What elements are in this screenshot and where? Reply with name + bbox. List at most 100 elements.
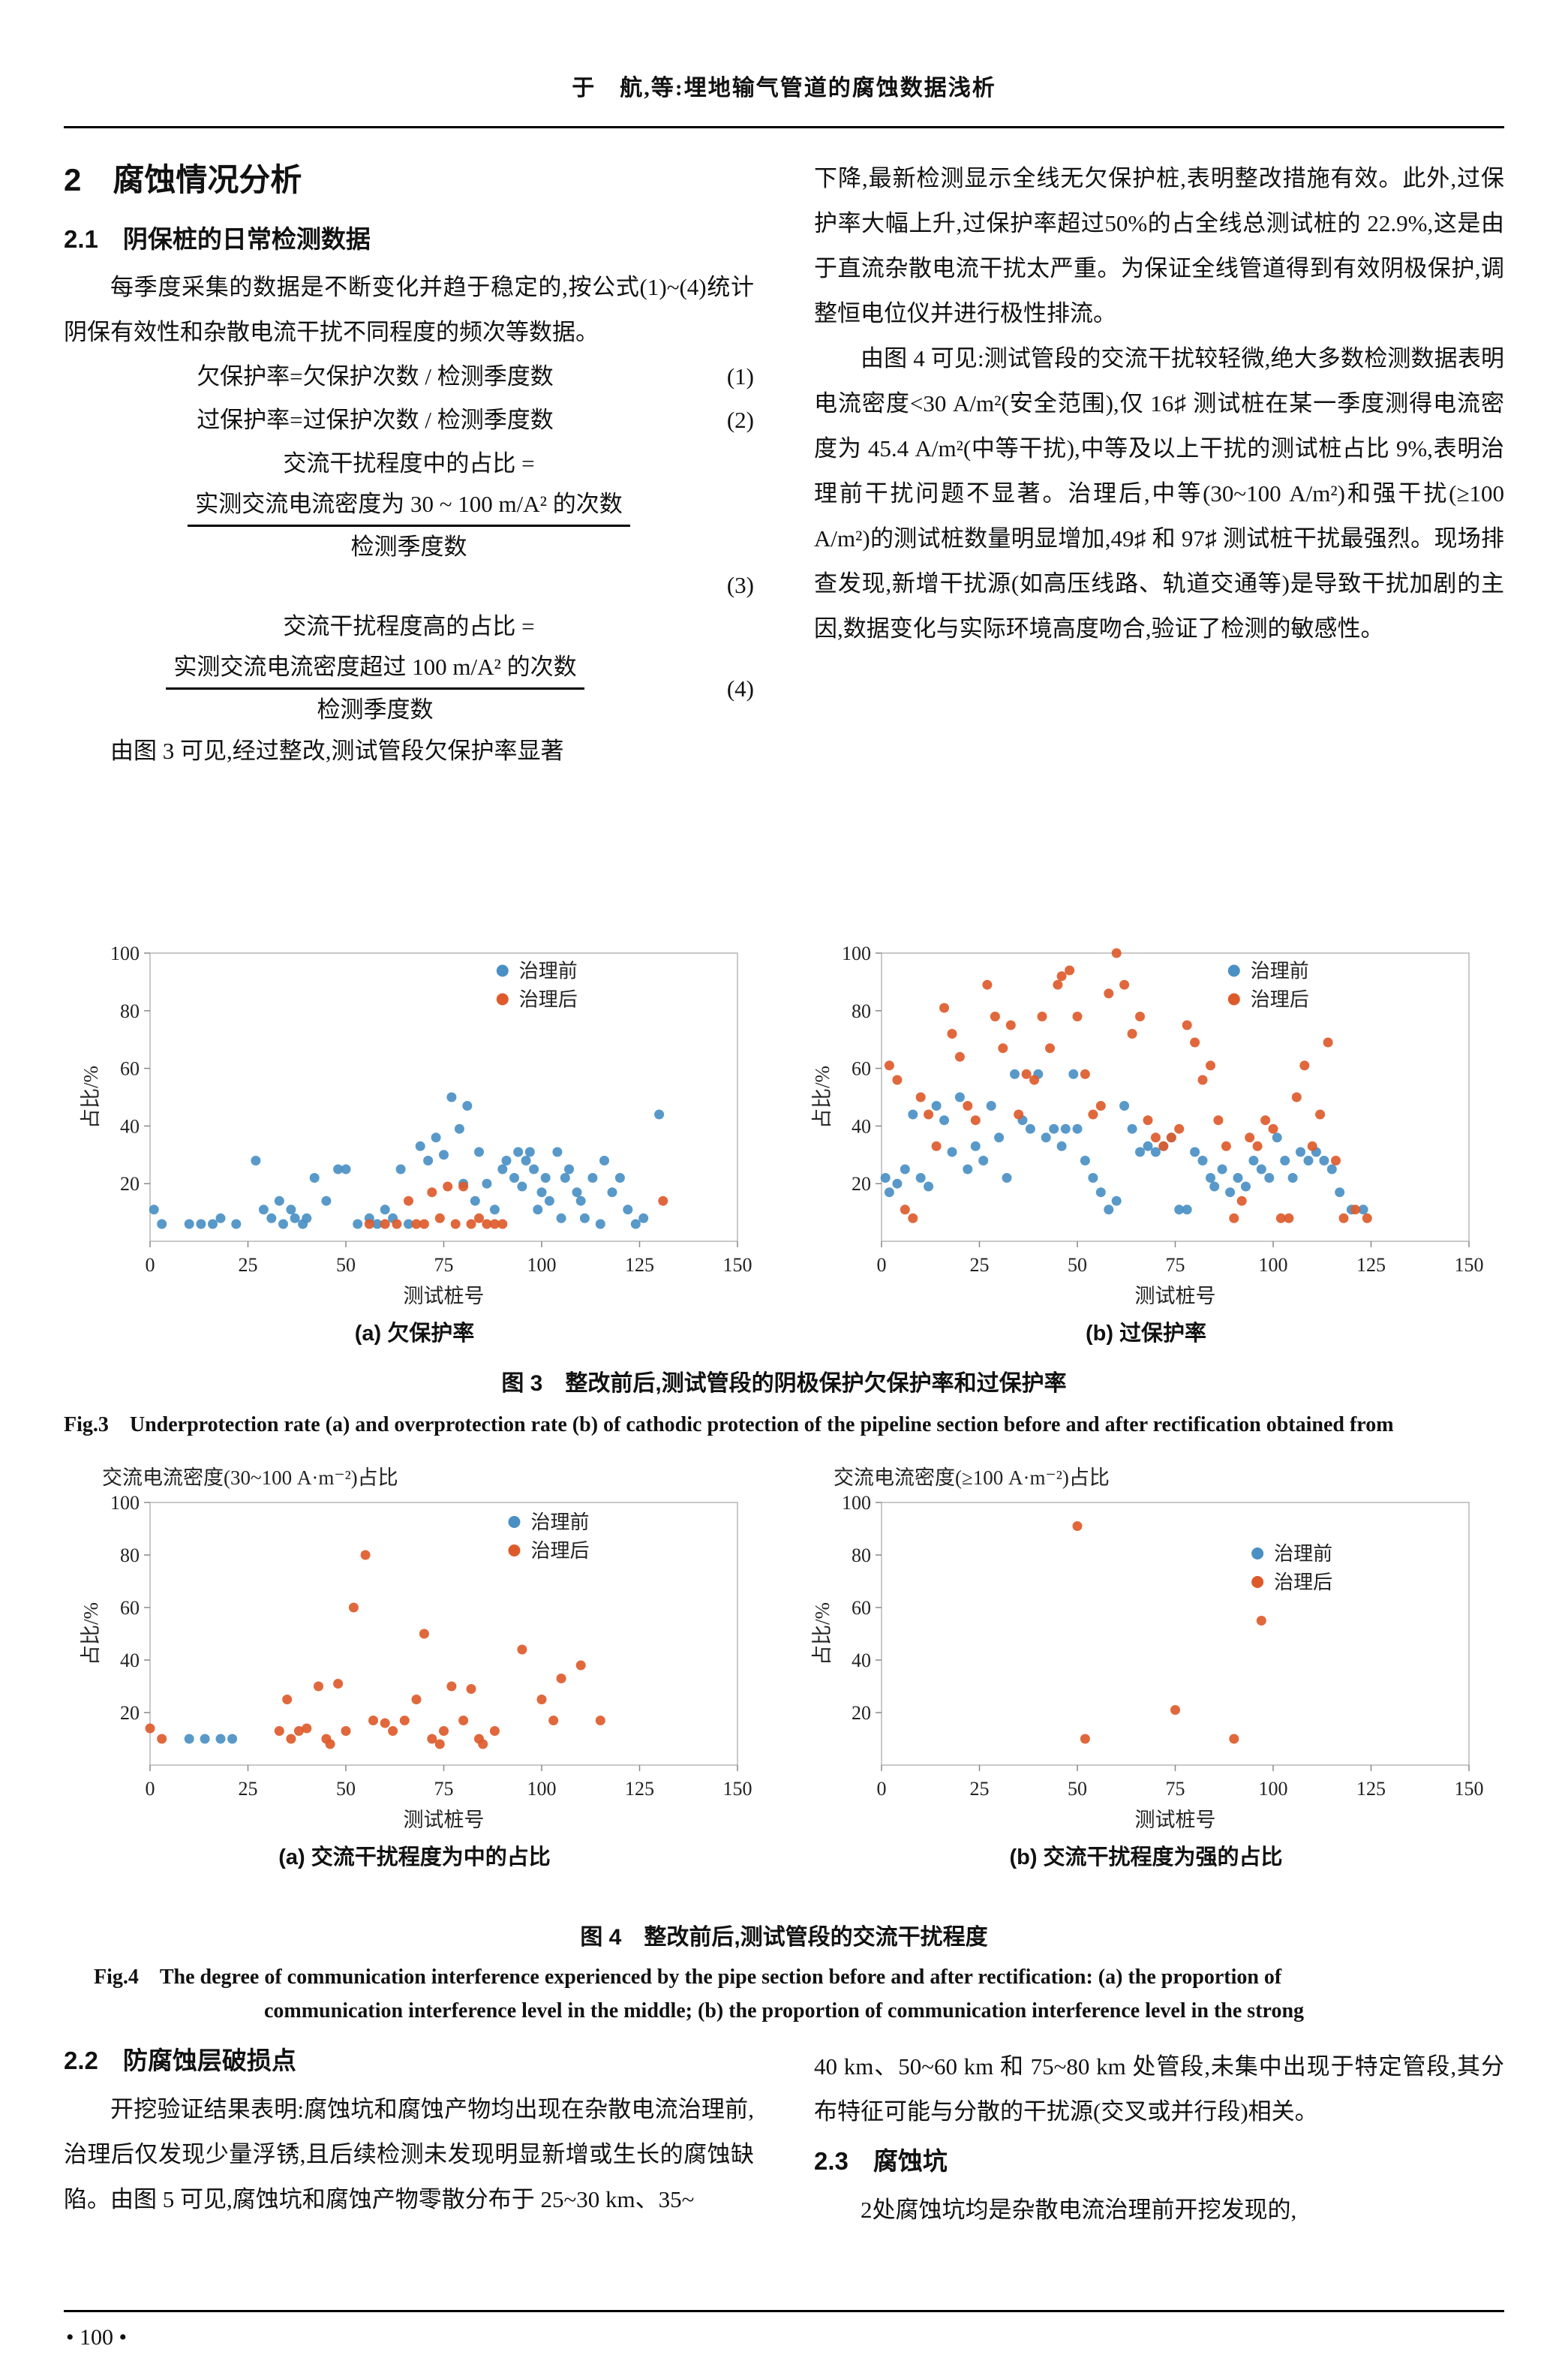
scatter-chart-underprotection-rate: 0 25 50 75 100 125 150 20 40 60 80 100 测试桩号 占比/% 治理前 治理… bbox=[75, 934, 754, 1313]
svg-text:治理前: 治理前 bbox=[1251, 961, 1309, 982]
svg-text:25: 25 bbox=[239, 1254, 258, 1276]
svg-text:测试桩号: 测试桩号 bbox=[1135, 1809, 1216, 1831]
section-2-3-heading: 2.3 腐蚀坑 bbox=[814, 2147, 948, 2175]
equation-4: 实测交流电流密度超过 100 m/A² 的次数 检测季度数 (4) bbox=[64, 648, 754, 729]
svg-text:0: 0 bbox=[146, 1254, 155, 1276]
equation-4-number: (4) bbox=[726, 675, 754, 702]
section-2-2-heading: 2.2 防腐蚀层破损点 bbox=[64, 2047, 296, 2074]
svg-text:测试桩号: 测试桩号 bbox=[1135, 1285, 1216, 1307]
figure-4a-subcaption: (a) 交流干扰程度为中的占比 bbox=[278, 1845, 551, 1869]
svg-text:125: 125 bbox=[1356, 1778, 1386, 1800]
equation-1-number: (1) bbox=[726, 363, 754, 390]
svg-text:治理前: 治理前 bbox=[530, 1511, 589, 1533]
svg-text:治理后: 治理后 bbox=[519, 989, 578, 1011]
svg-text:75: 75 bbox=[434, 1254, 454, 1276]
svg-text:80: 80 bbox=[120, 1544, 140, 1566]
running-header: 于 航,等:埋地输气管道的腐蚀数据浅析 bbox=[572, 76, 996, 101]
svg-text:50: 50 bbox=[1068, 1778, 1087, 1800]
left-column-bottom: 2.2 防腐蚀层破损点 开挖验证结果表明:腐蚀坑和腐蚀产物均出现在杂散电流治理前… bbox=[64, 2044, 754, 2222]
svg-text:25: 25 bbox=[970, 1778, 990, 1800]
svg-text:50: 50 bbox=[1068, 1254, 1087, 1276]
svg-text:40: 40 bbox=[120, 1650, 140, 1671]
svg-text:100: 100 bbox=[527, 1254, 557, 1276]
svg-text:20: 20 bbox=[852, 1173, 871, 1195]
svg-text:75: 75 bbox=[1166, 1778, 1185, 1800]
svg-text:20: 20 bbox=[852, 1702, 871, 1724]
equation-2: 过保护率=过保护次数 / 检测季度数 (2) bbox=[64, 399, 754, 442]
svg-text:60: 60 bbox=[120, 1597, 140, 1619]
svg-text:100: 100 bbox=[527, 1778, 557, 1800]
figure-4b-subcaption: (b) 交流干扰程度为强的占比 bbox=[1009, 1845, 1283, 1869]
svg-text:交流电流密度(30~100 A·m⁻²)占比: 交流电流密度(30~100 A·m⁻²)占比 bbox=[102, 1466, 398, 1489]
svg-text:150: 150 bbox=[723, 1778, 752, 1800]
footer-rule bbox=[64, 2310, 1504, 2312]
svg-text:40: 40 bbox=[120, 1115, 140, 1137]
svg-text:20: 20 bbox=[120, 1173, 140, 1195]
figure-3b-block: 0 25 50 75 100 125 150 20 40 60 80 100 测试桩号 占比/% 治理前 治理… bbox=[807, 934, 1485, 1347]
svg-text:占比/%: 占比/% bbox=[811, 1066, 834, 1129]
svg-text:测试桩号: 测试桩号 bbox=[404, 1285, 485, 1307]
right-paragraph-1: 下降,最新检测显示全线无欠保护桩,表明整改措施有效。此外,过保护率大幅上升,过保… bbox=[814, 165, 1504, 326]
fraction: 实测交流电流密度为 30 ~ 100 m/A² 的次数 检测季度数 bbox=[188, 486, 630, 566]
svg-text:25: 25 bbox=[970, 1254, 990, 1276]
figure-3-caption-cn: 图 3 整改前后,测试管段的阴极保护欠保护率和过保护率 bbox=[501, 1371, 1067, 1396]
figure-3a-subcaption: (a) 欠保护率 bbox=[354, 1322, 475, 1346]
right-column-top: 下降,最新检测显示全线无欠保护桩,表明整改措施有效。此外,过保护率大幅上升,过保… bbox=[814, 156, 1504, 651]
scatter-chart-ac-interference-medium: 0 25 50 75 100 125 150 20 40 60 80 100 测试桩号 占比/% 治理前 治理… bbox=[75, 1457, 754, 1836]
svg-text:测试桩号: 测试桩号 bbox=[404, 1809, 485, 1831]
svg-text:75: 75 bbox=[1166, 1254, 1185, 1276]
svg-text:占比/%: 占比/% bbox=[80, 1602, 102, 1665]
figure-4-caption-en-line2: communication interference level in the … bbox=[263, 1999, 1305, 2023]
equation-2-body: 过保护率=过保护次数 / 检测季度数 bbox=[197, 407, 554, 434]
equation-2-number: (2) bbox=[726, 407, 754, 434]
equation-1-body: 欠保护率=欠保护次数 / 检测季度数 bbox=[197, 363, 554, 390]
scatter-chart-overprotection-rate: 0 25 50 75 100 125 150 20 40 60 80 100 测试桩号 占比/% 治理前 治理… bbox=[807, 934, 1485, 1313]
svg-text:150: 150 bbox=[1455, 1778, 1484, 1800]
equation-3-numerator: 实测交流电流密度为 30 ~ 100 m/A² 的次数 bbox=[188, 486, 630, 528]
svg-text:交流电流密度(≥100 A·m⁻²)占比: 交流电流密度(≥100 A·m⁻²)占比 bbox=[834, 1466, 1110, 1489]
svg-text:150: 150 bbox=[1455, 1254, 1484, 1276]
svg-text:100: 100 bbox=[110, 1492, 140, 1514]
figure-4a-block: 0 25 50 75 100 125 150 20 40 60 80 100 测试桩号 占比/% 治理前 治理… bbox=[75, 1457, 754, 1871]
equation-3-denominator: 检测季度数 bbox=[350, 534, 467, 561]
equation-3-fraction: 实测交流电流密度为 30 ~ 100 m/A² 的次数 检测季度数 bbox=[64, 486, 754, 566]
svg-text:150: 150 bbox=[723, 1254, 752, 1276]
svg-text:125: 125 bbox=[625, 1254, 654, 1276]
svg-text:60: 60 bbox=[852, 1597, 871, 1619]
svg-text:100: 100 bbox=[1259, 1254, 1288, 1276]
right-column-bottom: 40 km、50~60 km 和 75~80 km 处管段,未集中出现于特定管段… bbox=[814, 2044, 1504, 2233]
scatter-chart-ac-interference-strong: 0 25 50 75 100 125 150 20 40 60 80 100 测试桩号 占比/% 治理前 治理… bbox=[807, 1457, 1485, 1836]
svg-text:治理后: 治理后 bbox=[1274, 1571, 1332, 1593]
svg-text:100: 100 bbox=[110, 943, 140, 964]
svg-text:0: 0 bbox=[877, 1778, 887, 1800]
section-2-2-paragraph-1: 开挖验证结果表明:腐蚀坑和腐蚀产物均出现在杂散电流治理前,治理后仅发现少量浮锈,… bbox=[64, 2095, 754, 2212]
equation-4-head: 交流干扰程度高的占比 = bbox=[283, 613, 535, 640]
svg-text:50: 50 bbox=[336, 1778, 356, 1800]
figure-3-caption-en: Fig.3 Underprotection rate (a) and overp… bbox=[64, 1413, 1394, 1436]
right-bottom-paragraph-1: 40 km、50~60 km 和 75~80 km 处管段,未集中出现于特定管段… bbox=[814, 2053, 1504, 2125]
svg-text:40: 40 bbox=[852, 1115, 871, 1137]
svg-text:占比/%: 占比/% bbox=[811, 1602, 834, 1665]
svg-text:占比/%: 占比/% bbox=[80, 1066, 102, 1129]
svg-text:50: 50 bbox=[336, 1254, 356, 1276]
svg-text:20: 20 bbox=[120, 1702, 140, 1724]
svg-text:0: 0 bbox=[146, 1778, 155, 1800]
page-number: • 100 • bbox=[66, 2325, 128, 2350]
svg-text:80: 80 bbox=[852, 1544, 871, 1566]
section-2-1-paragraph-1: 每季度采集的数据是不断变化并趋于稳定的,按公式(1)~(4)统计阴保有效性和杂散… bbox=[64, 274, 754, 346]
figure-4b-block: 0 25 50 75 100 125 150 20 40 60 80 100 测试桩号 占比/% 治理前 治理… bbox=[807, 1457, 1485, 1871]
section-2-1-paragraph-2: 由图 3 可见,经过整改,测试管段欠保护率显著 bbox=[110, 738, 564, 765]
svg-text:60: 60 bbox=[120, 1058, 140, 1080]
svg-text:100: 100 bbox=[842, 943, 871, 964]
svg-text:治理后: 治理后 bbox=[530, 1540, 589, 1562]
equation-1: 欠保护率=欠保护次数 / 检测季度数 (1) bbox=[64, 355, 754, 399]
header-rule bbox=[64, 126, 1504, 128]
section-2-1-heading: 2.1 阴保桩的日常检测数据 bbox=[64, 224, 371, 253]
equation-3-number: (3) bbox=[726, 572, 754, 599]
right-paragraph-2: 由图 4 可见:测试管段的交流干扰较轻微,绝大多数检测数据表明电流密度<30 A… bbox=[814, 345, 1504, 642]
svg-text:治理前: 治理前 bbox=[1274, 1543, 1332, 1565]
equation-4-body: 实测交流电流密度超过 100 m/A² 的次数 检测季度数 bbox=[64, 648, 686, 729]
equation-4-numerator: 实测交流电流密度超过 100 m/A² 的次数 bbox=[166, 648, 584, 690]
svg-text:治理后: 治理后 bbox=[1251, 989, 1309, 1011]
